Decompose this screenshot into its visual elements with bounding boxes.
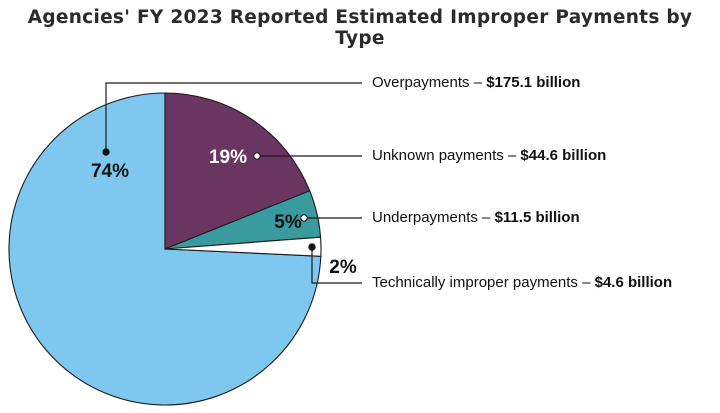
legend-label-unknown-payments: Unknown payments – $44.6 billion [372, 147, 606, 164]
pie-slice-unknown-payments [164, 92, 311, 250]
percent-label-technically-improper-payments: 2% [329, 257, 357, 278]
leader-dot-overpayments [102, 148, 110, 156]
percent-label-overpayments: 74% [91, 161, 129, 182]
legend-category: Unknown payments – [372, 147, 520, 164]
legend-amount: $175.1 billion [486, 74, 580, 91]
leader-dot-technically-improper-payments [308, 243, 316, 251]
percent-label-unknown-payments: 19% [209, 147, 247, 168]
legend-label-technically-improper-payments: Technically improper payments – $4.6 bil… [372, 274, 672, 291]
legend-amount: $11.5 billion [495, 209, 580, 226]
leader-dot-underpayments [300, 214, 308, 222]
percent-label-underpayments: 5% [274, 212, 302, 233]
pie-slice-technically-improper-payments [164, 236, 322, 257]
chart-title: Agencies' FY 2023 Reported Estimated Imp… [27, 7, 693, 49]
legend-label-overpayments: Overpayments – $175.1 billion [372, 74, 580, 91]
legend-category: Overpayments – [372, 74, 486, 91]
legend-label-underpayments: Underpayments – $11.5 billion [372, 209, 580, 226]
legend-amount: $44.6 billion [520, 147, 606, 164]
leader-dot-unknown-payments [253, 152, 261, 160]
legend-category: Underpayments – [372, 209, 495, 226]
legend-category: Technically improper payments – [372, 274, 595, 291]
leader-line-technically-improper-payments [311, 247, 362, 284]
leader-line-overpayments [105, 82, 362, 152]
legend-amount: $4.6 billion [595, 274, 673, 291]
